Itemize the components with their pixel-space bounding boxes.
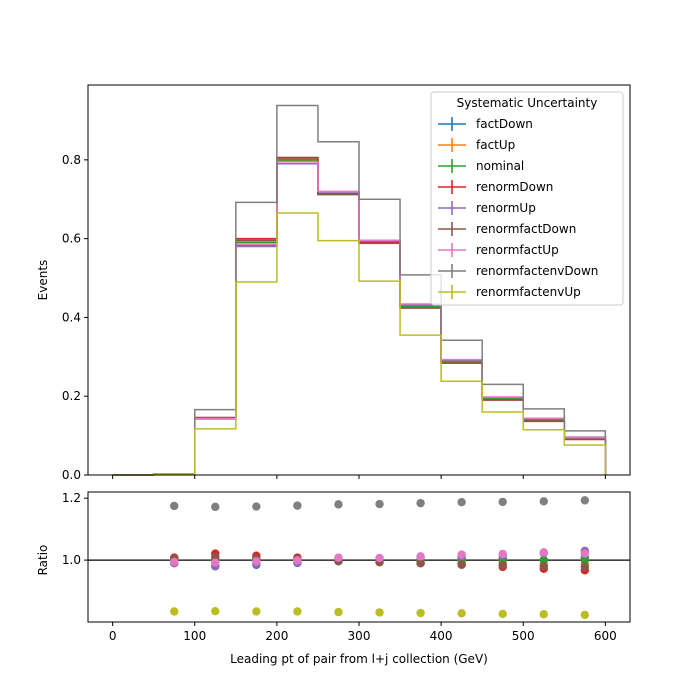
ratio-point-nominal [539, 555, 548, 565]
ratio-y-ticks: 1.0 1.2 [62, 491, 88, 567]
ratio-point-renormfactenvDown [416, 498, 425, 508]
legend-label: renormUp [476, 201, 536, 215]
ratio-point-renormfactenvUp [334, 607, 343, 617]
x-tick-label: 600 [594, 629, 617, 643]
ratio-point-renormfactenvUp [457, 609, 466, 618]
ratio-y-tick-label: 1.0 [62, 553, 81, 567]
legend-label: renormfactenvDown [476, 264, 598, 278]
ratio-point-renormfactenvUp [416, 608, 425, 618]
legend-label: renormfactUp [476, 243, 559, 257]
ratio-point-renormfactDown [498, 560, 507, 570]
main-x-ticks [112, 475, 606, 479]
ratio-point-renormfactenvDown [293, 501, 302, 510]
legend-title: Systematic Uncertainty [457, 96, 598, 110]
ratio-point-renormfactenvDown [334, 500, 343, 509]
legend-label: renormDown [476, 180, 553, 194]
ratio-point-renormfactDown [457, 560, 466, 569]
legend-item-renormfactUp: renormfactUp [438, 243, 559, 257]
legend-item-renormfactDown: renormfactDown [438, 222, 576, 236]
ratio-point-renormfactUp [211, 558, 220, 567]
ratio-point-renormfactenvUp [293, 607, 302, 616]
ratio-point-renormfactenvUp [498, 609, 507, 619]
x-tick-label: 0 [109, 629, 117, 643]
ratio-point-renormfactenvDown [252, 502, 261, 511]
legend-label: nominal [476, 159, 524, 173]
ratio-y-tick-label: 1.2 [62, 491, 81, 505]
legend-item-factDown: factDown [438, 117, 533, 131]
main-y-tick-label: 0.6 [62, 232, 81, 246]
ratio-point-renormfactDown [416, 558, 425, 568]
legend-frame [430, 91, 624, 306]
x-tick-label: 500 [512, 629, 535, 643]
ratio-point-renormfactenvDown [539, 497, 548, 506]
ratio-x-ticks: 0 100 200 300 400 500 600 [109, 622, 617, 643]
ratio-point-renormfactenvUp [375, 608, 384, 617]
ratio-point-renormfactenvUp [580, 610, 590, 620]
main-y-tick-label: 0.8 [62, 153, 81, 167]
ratio-y-axis-label: Ratio [36, 545, 50, 576]
ratio-point-renormfactenvDown [211, 502, 220, 512]
main-y-tick-label: 0.4 [62, 310, 81, 324]
series-line-renormfactenvDown [112, 104, 607, 476]
main-y-tick-label: 0.2 [62, 389, 81, 403]
x-axis-label: Leading pt of pair from l+j collection (… [230, 652, 488, 666]
ratio-point-renormfactUp [334, 553, 343, 562]
x-tick-label: 100 [183, 629, 206, 643]
x-tick-label: 300 [348, 629, 371, 643]
legend: Systematic Uncertainty factDown factUp nom… [430, 91, 624, 306]
ratio-point-renormfactDown [580, 562, 590, 572]
legend-label: renormfactDown [476, 222, 576, 236]
main-panel: 0.0 0.2 0.4 0.6 0.8 Events Systematic Uncert… [36, 84, 631, 482]
ratio-point-nominal [580, 555, 590, 565]
ratio-point-renormfactDown [539, 562, 548, 571]
ratio-point-renormfactUp [416, 552, 425, 561]
series-line-renormfactenvUp [112, 212, 607, 476]
legend-label: factUp [476, 138, 515, 152]
ratio-point-renormfactUp [293, 556, 302, 565]
legend-item-renormfactenvDown: renormfactenvDown [438, 264, 598, 278]
legend-item-renormUp: renormUp [438, 201, 536, 215]
legend-item-renormfactenvUp: renormfactenvUp [438, 285, 581, 299]
ratio-panel: 0 100 200 300 400 500 600 1.0 1.2 Ratio Leading… [36, 491, 631, 666]
ratio-point-renormfactenvDown [498, 497, 507, 507]
legend-item-nominal: nominal [438, 159, 524, 173]
ratio-point-renormfactenvDown [580, 496, 590, 505]
ratio-point-renormfactenvUp [170, 607, 179, 616]
legend-label: renormfactenvUp [476, 285, 581, 299]
ratio-point-renormfactUp [252, 557, 261, 566]
ratio-point-renormfactenvDown [457, 498, 466, 507]
ratio-point-renormfactUp [498, 549, 507, 559]
main-series-group [112, 104, 607, 476]
main-y-ticks: 0.0 0.2 0.4 0.6 0.8 [62, 153, 88, 482]
legend-label: factDown [476, 117, 533, 131]
main-y-tick-label: 0.0 [62, 468, 81, 482]
legend-items: factDown factUp nominal renormDown renormUp r… [438, 117, 598, 299]
x-tick-label: 200 [265, 629, 288, 643]
ratio-point-renormfactenvDown [375, 499, 384, 509]
ratio-point-renormfactUp [539, 548, 548, 557]
ratio-point-renormfactenvUp [211, 606, 220, 616]
x-tick-label: 400 [430, 629, 453, 643]
main-y-axis-label: Events [36, 260, 50, 301]
ratio-point-renormfactUp [170, 557, 179, 567]
ratio-point-renormfactenvUp [539, 610, 548, 619]
ratio-point-renormfactUp [580, 549, 590, 558]
ratio-point-renormfactUp [375, 553, 384, 563]
ratio-point-renormfactenvDown [170, 501, 179, 511]
ratio-point-renormfactenvUp [252, 607, 261, 616]
legend-item-factUp: factUp [438, 138, 515, 152]
legend-item-renormDown: renormDown [438, 180, 553, 194]
ratio-points-group [170, 496, 590, 620]
ratio-point-renormfactUp [457, 550, 466, 559]
